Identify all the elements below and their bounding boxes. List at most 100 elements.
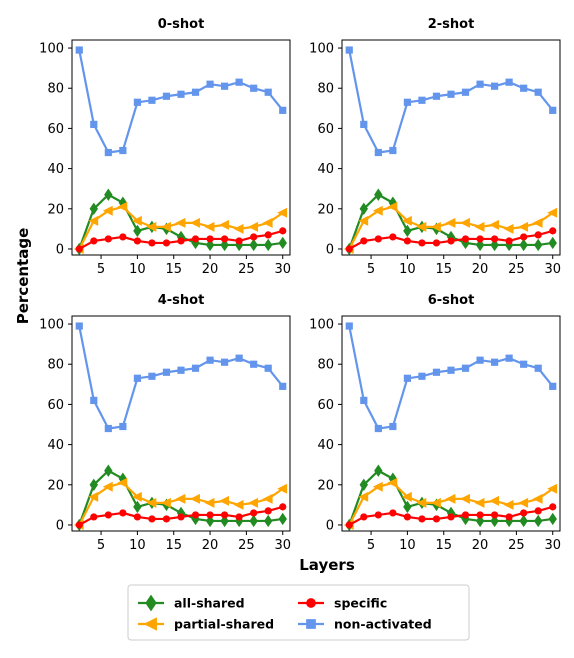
- data-point: [387, 201, 398, 212]
- data-point: [90, 120, 98, 128]
- x-tick-label: 20: [472, 262, 489, 277]
- x-tick-label: 20: [202, 538, 219, 553]
- data-point: [490, 238, 499, 252]
- data-point: [430, 497, 441, 508]
- y-tick-label: 20: [317, 478, 334, 493]
- data-point: [549, 382, 557, 390]
- data-point: [345, 46, 353, 54]
- series-non-activated: [345, 322, 557, 433]
- data-point: [345, 322, 353, 330]
- x-tick-label: 15: [165, 538, 182, 553]
- data-point: [191, 364, 200, 372]
- data-point: [160, 221, 171, 232]
- x-axis-label: Layers: [299, 556, 355, 574]
- panel-6-shot: 6-shot 5 10 15 20 25 30 0 20 40 60 80 100: [309, 293, 561, 553]
- data-point: [235, 78, 243, 86]
- data-point: [389, 233, 397, 241]
- x-tick-label: 5: [367, 262, 375, 277]
- data-point: [491, 82, 499, 90]
- data-point: [75, 46, 83, 54]
- series-line: [78, 49, 284, 154]
- x-tick-label: 5: [97, 262, 105, 277]
- data-point: [403, 513, 411, 521]
- data-point: [221, 358, 229, 366]
- data-point: [389, 509, 397, 517]
- data-point: [162, 92, 171, 100]
- data-point: [279, 503, 287, 511]
- data-point: [146, 497, 157, 508]
- data-point: [88, 215, 99, 226]
- data-point: [460, 217, 470, 228]
- data-point: [358, 215, 369, 226]
- legend-frame: [127, 584, 470, 641]
- data-point: [401, 491, 412, 502]
- data-point: [518, 221, 529, 232]
- data-point: [518, 497, 529, 508]
- x-tick-label: 25: [238, 538, 255, 553]
- data-point: [219, 495, 229, 506]
- data-point: [104, 464, 113, 477]
- y-tick-label: 40: [47, 162, 64, 177]
- data-point: [162, 368, 171, 376]
- x-tick-label: 10: [129, 538, 146, 553]
- legend-marker: [145, 594, 157, 612]
- data-point: [432, 92, 441, 100]
- data-point: [447, 513, 455, 521]
- data-point: [148, 515, 156, 523]
- data-point: [461, 512, 470, 526]
- data-point: [374, 148, 382, 157]
- legend-marker: [306, 619, 316, 629]
- series-specific: [75, 503, 287, 529]
- data-point: [360, 396, 368, 404]
- legend-entry-non-activated: non-activated: [298, 617, 432, 632]
- data-point: [461, 235, 470, 243]
- data-point: [490, 514, 499, 528]
- legend: all-shared partial-shared specific non-acti…: [127, 584, 470, 641]
- data-point: [264, 514, 273, 528]
- x-tick-label: 30: [544, 538, 561, 553]
- x-tick-label: 25: [508, 538, 525, 553]
- data-point: [148, 96, 156, 104]
- data-point: [190, 493, 200, 504]
- data-point: [358, 491, 369, 502]
- data-point: [264, 507, 272, 515]
- x-tick-label: 20: [472, 538, 489, 553]
- data-point: [403, 224, 412, 238]
- data-point: [133, 374, 141, 382]
- data-point: [374, 464, 383, 477]
- data-point: [104, 424, 112, 433]
- data-point: [534, 514, 543, 528]
- data-point: [221, 82, 229, 90]
- y-tick-label: 80: [47, 358, 64, 373]
- data-point: [491, 235, 499, 243]
- x-tick-label: 15: [435, 538, 452, 553]
- data-point: [374, 511, 382, 519]
- x-tick-label: 30: [274, 262, 291, 277]
- data-point: [119, 509, 127, 517]
- panel-title: 2-shot: [428, 17, 475, 32]
- data-point: [104, 148, 112, 157]
- data-point: [234, 238, 244, 252]
- data-point: [220, 238, 229, 252]
- data-point: [432, 239, 441, 247]
- data-point: [219, 219, 229, 230]
- series-partial-shared: [73, 477, 288, 530]
- data-point: [233, 499, 244, 510]
- data-point: [387, 477, 398, 488]
- data-point: [360, 237, 368, 245]
- data-point: [549, 106, 557, 114]
- data-point: [372, 481, 383, 492]
- x-tick-label: 10: [399, 262, 416, 277]
- data-point: [104, 511, 112, 519]
- data-point: [177, 366, 185, 374]
- data-point: [102, 205, 113, 216]
- data-point: [191, 512, 200, 526]
- legend-label: all-shared: [174, 596, 245, 611]
- data-point: [416, 497, 427, 508]
- data-point: [520, 360, 528, 368]
- series-all-shared: [345, 464, 557, 532]
- data-point: [374, 188, 383, 201]
- data-point: [505, 237, 513, 245]
- data-point: [503, 223, 514, 234]
